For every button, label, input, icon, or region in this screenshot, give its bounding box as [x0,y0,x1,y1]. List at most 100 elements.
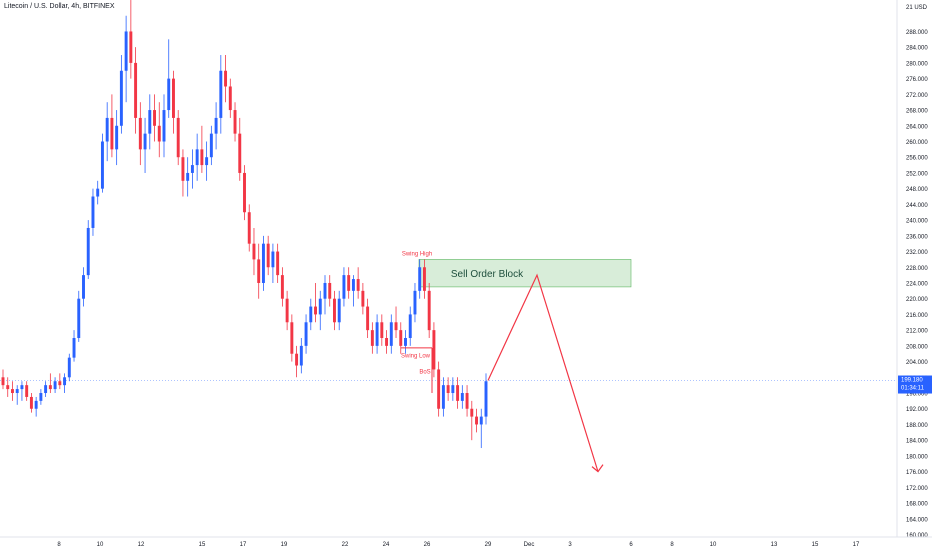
candle-body [224,70,228,87]
y-tick-label: 256.000 [906,156,928,162]
candle-body [290,322,294,354]
candle-body [304,322,308,346]
y-tick-label: 172.000 [906,486,928,492]
candle-body [422,267,426,291]
candle-body [460,393,464,401]
x-tick-label: 19 [281,542,288,548]
candle-body [172,78,175,118]
candle-body [318,298,322,315]
candle-body [86,227,90,276]
candle-body [328,282,332,299]
candle-body [413,290,417,315]
candle-body [389,322,393,346]
x-axis[interactable]: 8 10 12 15 17 19 22 24 26 29 Dec 3 6 8 10 13 15 17 [0,536,932,548]
candle-body [219,70,223,118]
bos-label: BoS [419,369,430,375]
candle-body [276,251,280,276]
candle-body [299,345,303,366]
y-tick-label: 220.000 [906,297,928,303]
candle-body [470,408,474,417]
candle-body [399,330,403,346]
y-tick-label: 184.000 [906,439,928,445]
swing-high-label: Swing High [402,251,432,257]
candle-body [100,141,104,189]
y-tick-label: 188.000 [906,423,928,429]
candle-body [53,381,57,390]
candle-body [238,133,242,173]
candle-body [105,117,109,142]
candle-body [309,306,313,323]
y-tick-label: 168.000 [906,502,928,508]
x-tick-label: Dec [524,542,535,548]
y-axis[interactable]: 160.000 164.000 168.000 172.000 176.000 180.0… [896,0,932,550]
y-tick-label: 244.000 [906,203,928,209]
y-tick-label: 176.000 [906,470,928,476]
candle-body [96,188,100,197]
x-tick-label: 3 [568,542,572,548]
symbol-title[interactable]: Litecoin / U.S. Dollar, 4h, BITFINEX [4,3,115,10]
y-tick-label: 160.000 [906,533,928,539]
candle-body [134,62,138,118]
projection-path [487,273,599,472]
y-tick-label: 196.000 [906,392,928,398]
candle-body [91,196,95,228]
candle-body [29,396,33,409]
x-tick-label: 22 [342,542,349,548]
candle-body [295,353,299,366]
y-tick-label: 252.000 [906,171,928,177]
candle-body [209,133,213,158]
candle-body [247,212,251,244]
candle-body [366,306,370,331]
y-tick-label: 276.000 [906,77,928,83]
candle-body [143,133,147,150]
candle-body [266,243,270,268]
candle-body [11,389,14,394]
y-tick-label: 208.000 [906,344,928,350]
candle-body [280,275,284,299]
candle-body [124,31,128,71]
candle-body [148,110,152,134]
y-tick-label: 264.000 [906,124,928,130]
candle-body [176,117,180,158]
candle-body [129,31,133,63]
candle-body [427,290,431,331]
candle-body [314,306,317,315]
x-tick-label: 24 [383,542,390,548]
candle-body [361,290,365,307]
candle-body [252,243,256,260]
candle-body [228,86,232,111]
x-tick-label: 6 [629,542,633,548]
candle-body [167,78,171,111]
candle-body [77,298,81,338]
candle-body [432,330,436,370]
candle-body [370,330,374,346]
candle-body [162,110,166,142]
candle-body [484,381,488,417]
candle-body [257,259,261,283]
candle-body [25,385,29,397]
candle-body [205,157,209,166]
y-tick-label: 204.000 [906,360,928,366]
candle-body [323,282,327,299]
y-tick-label: 228.000 [906,266,928,272]
candle-body [119,70,123,126]
candle-body [261,243,265,283]
candle-body [446,385,450,394]
candle-body [479,416,483,425]
annotation-layer: Swing High Swing Low BoS [401,251,604,473]
candle-layer [1,0,488,449]
candle-body [351,279,355,291]
x-tick-label: 15 [199,542,206,548]
countdown-label: 01:34:11 [901,386,925,392]
candle-body [285,298,289,323]
candle-body [82,275,85,299]
x-tick-label: 15 [812,542,819,548]
candle-body [48,385,52,390]
y-tick-label: 260.000 [906,140,928,146]
y-tick-label: 272.000 [906,93,928,99]
candle-body [465,393,469,409]
zone-layer: Sell Order Block [418,259,632,288]
y-tick-label: 288.000 [906,30,928,36]
